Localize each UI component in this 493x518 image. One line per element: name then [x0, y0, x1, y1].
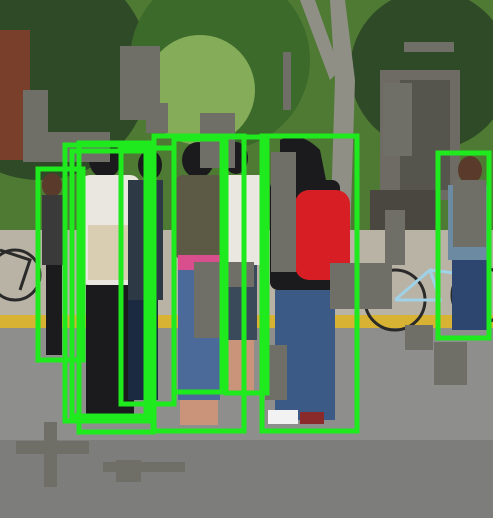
bench — [370, 190, 440, 230]
occluder-patch — [146, 103, 168, 133]
person-detection-box — [69, 148, 149, 419]
person-detection-box — [223, 134, 270, 396]
occluder-patch — [405, 325, 433, 350]
occluder-patch — [453, 180, 486, 247]
occluder-patch — [283, 52, 291, 110]
person-detection-box — [259, 133, 360, 434]
occluder-patch — [383, 83, 412, 156]
occluder-patch — [385, 210, 405, 265]
person-detection-box — [35, 166, 86, 363]
occluder-patch — [23, 90, 48, 162]
person-detection-box — [76, 140, 156, 435]
occluder-patch — [265, 345, 287, 400]
occluder-cross — [44, 422, 57, 487]
person-detection-box — [151, 133, 247, 434]
person-detection-box — [171, 136, 225, 395]
occluder-patch — [224, 262, 254, 287]
occluder-cross — [16, 441, 89, 454]
occluder-patch — [330, 263, 392, 309]
occluder-bar — [103, 462, 185, 472]
person-detection-box — [435, 150, 492, 341]
occluder-patch — [194, 262, 224, 338]
occluder-bar — [116, 460, 141, 482]
occluder-patch — [271, 152, 296, 272]
tree-branch — [300, 0, 340, 80]
person-far-left — [42, 173, 64, 355]
occluder-patch — [404, 42, 454, 52]
occluder-patch — [434, 342, 467, 385]
